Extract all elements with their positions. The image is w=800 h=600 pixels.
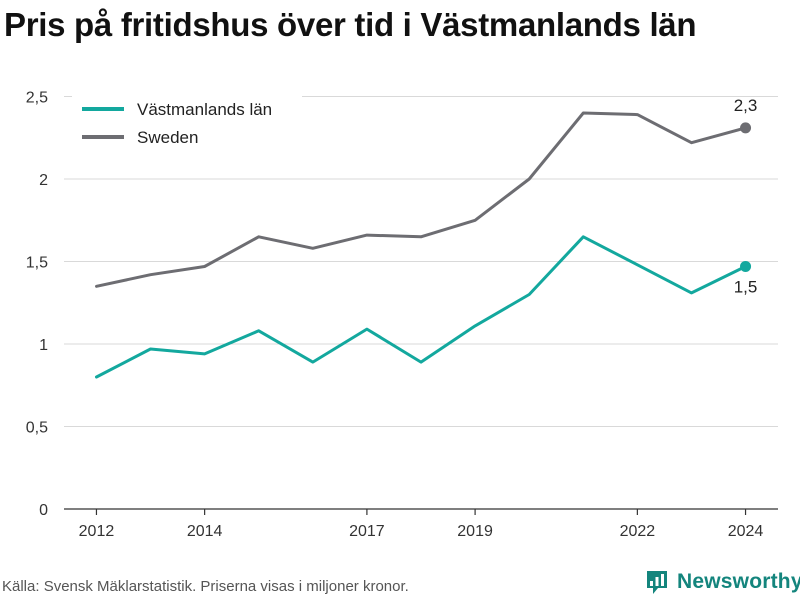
- end-label-vastmanland: 1,5: [734, 277, 758, 296]
- brand-name: Newsworthy: [677, 570, 800, 593]
- newsworthy-logo-icon: [647, 571, 667, 594]
- legend-background: [72, 92, 302, 154]
- legend-label-vastmanland: Västmanlands län: [137, 100, 272, 119]
- end-point-vastmanland: [740, 260, 752, 272]
- chart-title: Pris på fritidshus över tid i Västmanlan…: [4, 6, 697, 43]
- gridlines: [64, 96, 778, 427]
- y-tick-label: 1: [39, 337, 48, 354]
- y-tick-label: 1,5: [26, 255, 48, 272]
- x-tick-label: 2024: [728, 523, 764, 540]
- x-tick-label: 2022: [620, 523, 656, 540]
- y-tick-label: 0: [39, 502, 48, 519]
- legend-label-sweden: Sweden: [137, 128, 198, 147]
- x-tick-label: 2019: [457, 523, 493, 540]
- series-line-sweden: [95, 111, 747, 288]
- y-tick-label: 2,5: [26, 90, 48, 107]
- end-label-sweden: 2,3: [734, 96, 758, 115]
- end-point-sweden: [740, 122, 752, 134]
- source-note: Källa: Svensk Mäklarstatistik. Priserna …: [2, 578, 409, 595]
- x-tick-label: 2017: [349, 523, 385, 540]
- x-tick-label: 2014: [187, 523, 223, 540]
- series-line-vastmanland: [95, 235, 747, 379]
- y-tick-label: 2: [39, 172, 48, 189]
- y-tick-label: 0,5: [26, 420, 48, 437]
- legend: Västmanlands län Sweden: [72, 92, 302, 154]
- brand-logo: Newsworthy: [645, 569, 800, 595]
- x-tick-label: 2012: [79, 523, 115, 540]
- series-lines: 1,5 2,3: [95, 96, 758, 379]
- x-axis-ticks: 2012 2014 2017 2019 2022 2024: [79, 509, 764, 540]
- y-axis-ticks: 0 0,5 1 1,5 2 2,5: [26, 90, 48, 520]
